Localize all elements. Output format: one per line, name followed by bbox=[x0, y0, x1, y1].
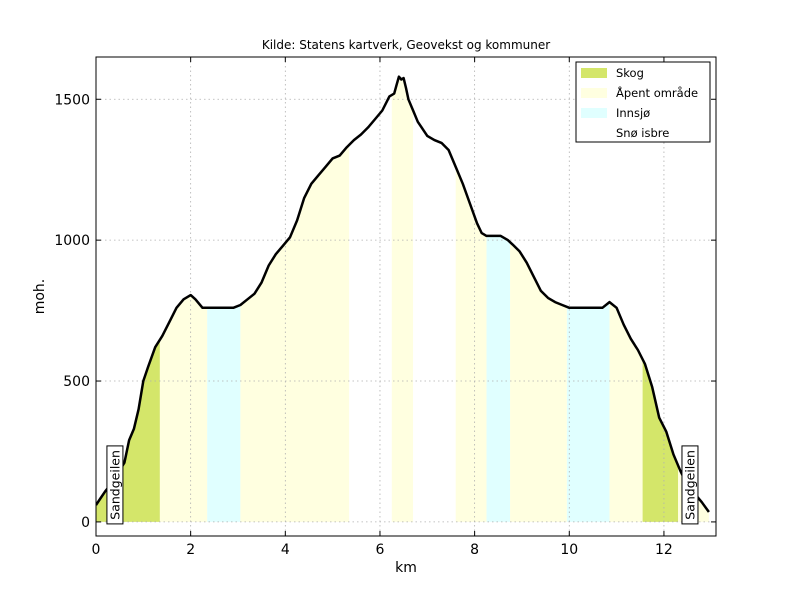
cover-area-skog-0 bbox=[96, 339, 160, 522]
legend-label-innsjo: Innsjø bbox=[616, 106, 650, 120]
annotation-box-2 bbox=[681, 445, 699, 525]
y-axis-label: moh. bbox=[32, 279, 48, 315]
legend-swatch-skog bbox=[581, 68, 607, 78]
legend: Skog Åpent område Innsjø Snø isbre bbox=[575, 61, 711, 143]
cover-area-apent-omrade-11 bbox=[609, 302, 643, 522]
land-cover-areas bbox=[96, 76, 709, 522]
y-tick-label-500: 500 bbox=[63, 374, 90, 390]
x-tick-label-4: 4 bbox=[281, 542, 290, 558]
y-tick-label-0: 0 bbox=[81, 515, 90, 531]
axes: 0 2 4 6 8 10 12 0 500 1000 1500 bbox=[54, 56, 717, 558]
cover-area-innsjo-8 bbox=[486, 235, 511, 522]
cover-area-apent-omrade-1 bbox=[159, 295, 208, 522]
legend-swatch-sno-isbre bbox=[581, 128, 607, 138]
cover-area-apent-omrade-5 bbox=[391, 76, 414, 522]
plot-area: Sandgeilen Sandgeilen bbox=[95, 57, 716, 536]
x-axis-label: km bbox=[395, 560, 417, 576]
cover-area-apent-omrade-9 bbox=[510, 242, 567, 522]
cover-area-sno-isbre-4 bbox=[349, 95, 392, 522]
y-tick-label-1000: 1000 bbox=[54, 233, 90, 249]
cover-area-skog-12 bbox=[642, 359, 679, 522]
x-tick-label-2: 2 bbox=[186, 542, 195, 558]
legend-label-skog: Skog bbox=[616, 66, 644, 80]
cover-area-apent-omrade-7 bbox=[455, 166, 487, 522]
cover-area-sno-isbre-6 bbox=[413, 110, 456, 522]
axes-frame bbox=[95, 56, 717, 537]
elevation-profile-line bbox=[96, 75, 710, 513]
x-tick-label-0: 0 bbox=[92, 542, 101, 558]
legend-swatch-innsjo bbox=[581, 108, 607, 118]
cover-area-innsjo-10 bbox=[566, 302, 610, 522]
annotation-label-1: Sandgeilen bbox=[107, 450, 122, 520]
annotation-box-1 bbox=[106, 445, 124, 525]
x-tick-label-12: 12 bbox=[655, 542, 673, 558]
chart-title: Kilde: Statens kartverk, Geovekst og kom… bbox=[262, 38, 550, 52]
x-tick-label-10: 10 bbox=[560, 542, 578, 558]
x-tick-label-8: 8 bbox=[470, 542, 479, 558]
legend-label-apent-omrade: Åpent område bbox=[616, 85, 698, 100]
legend-label-sno-isbre: Snø isbre bbox=[616, 126, 669, 140]
x-tick-label-6: 6 bbox=[376, 542, 385, 558]
cover-area-apent-omrade-3 bbox=[240, 144, 350, 522]
cover-area-innsjo-2 bbox=[207, 305, 241, 522]
annotation-label-2: Sandgeilen bbox=[682, 450, 697, 520]
y-tick-label-1500: 1500 bbox=[54, 92, 90, 108]
annotation-sandgeilen-2: Sandgeilen bbox=[681, 445, 699, 525]
annotation-sandgeilen-1: Sandgeilen bbox=[106, 445, 124, 525]
legend-swatch-apent-omrade bbox=[581, 88, 607, 98]
